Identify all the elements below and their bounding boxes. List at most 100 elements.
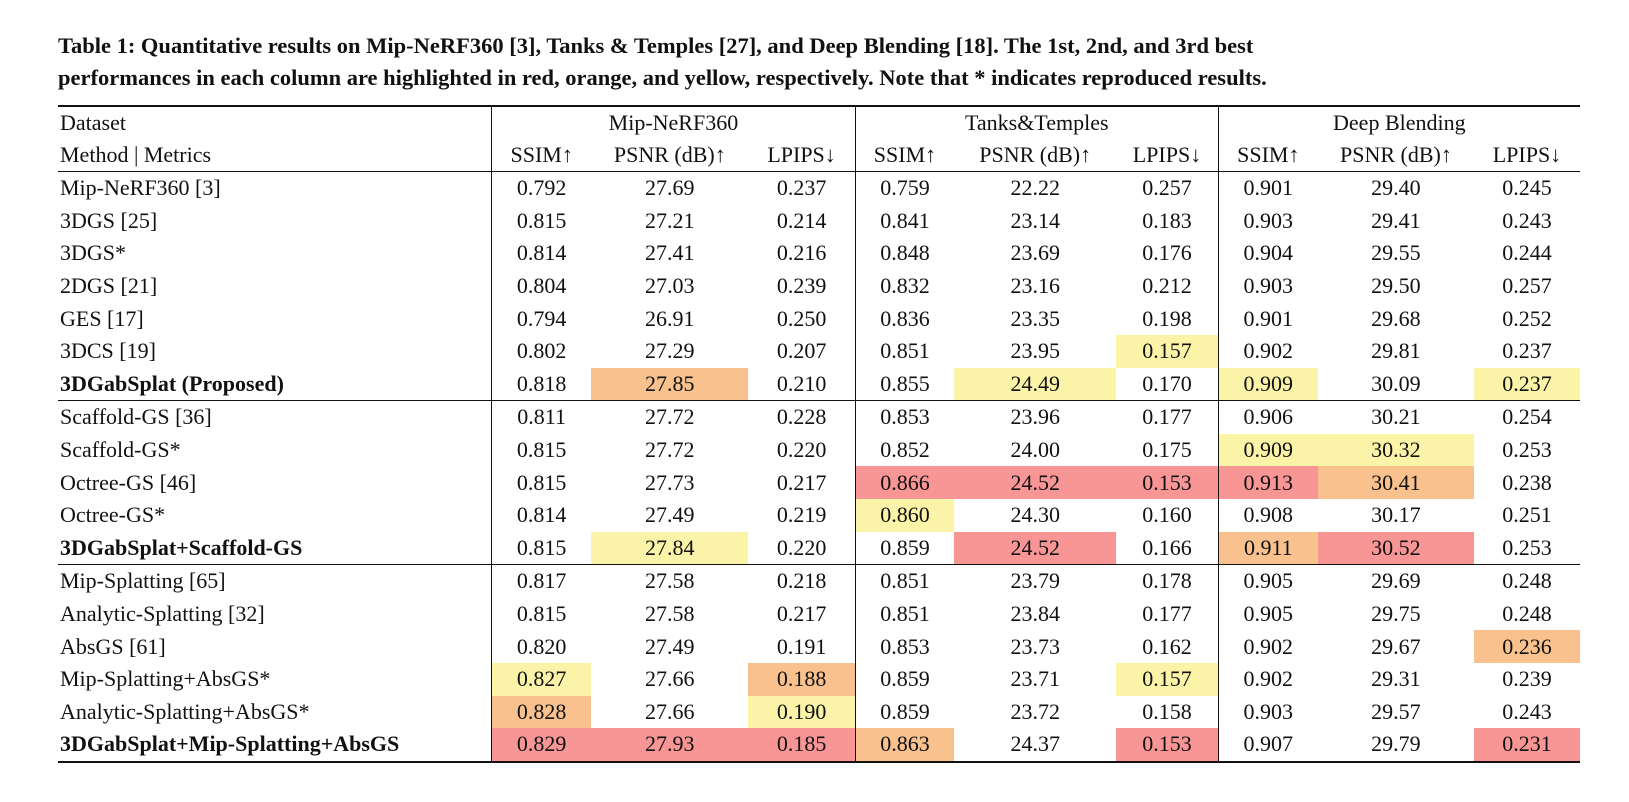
metric-cell: 0.160 (1116, 498, 1219, 532)
metric-cell: 27.29 (645, 338, 695, 364)
metric-cell: 0.903 (1243, 273, 1294, 299)
method-name: 3DCS [19] (58, 334, 492, 368)
metric-cell: 0.902 (1243, 338, 1294, 364)
metric-cell: 29.75 (1371, 601, 1421, 627)
table-row: AbsGS [61] 0.820 27.49 0.191 0.853 23.73 0.162… (58, 630, 1580, 663)
metric-cell: 30.32 (1317, 433, 1474, 467)
metric-cell: 0.863 (855, 728, 955, 762)
metric-cell: 0.175 (1116, 433, 1219, 467)
method-name: 3DGabSplat+Scaffold-GS (58, 531, 492, 566)
metric-cell: 0.853 (880, 633, 930, 659)
metric-cell: 27.72 (645, 437, 695, 463)
metric-cell: 24.37 (1010, 731, 1060, 757)
metric-cell: 0.811 (517, 404, 566, 430)
method-name: Analytic-Splatting [32] (58, 597, 492, 631)
metric-cell: 27.58 (645, 601, 695, 627)
results-table: Dataset Mip-NeRF360 Tanks&Temples Deep B… (58, 105, 1580, 763)
metric-cell: 0.253 (1473, 531, 1580, 566)
metric-cell: 0.908 (1243, 502, 1294, 528)
metric-cell: 0.231 (1473, 728, 1580, 762)
method-name: Octree-GS* (58, 498, 492, 532)
metric-header: LPIPS↓ (1116, 139, 1219, 172)
caption-line-2: performances in each column are highligh… (58, 65, 1267, 90)
table-row: Analytic-Splatting+AbsGS* 0.828 27.66 0.190… (58, 695, 1580, 729)
metric-cell: 27.73 (645, 469, 695, 495)
metric-cell: 0.829 (491, 728, 592, 762)
table-row: 3DGabSplat+Mip-Splatting+AbsGS 0.829 27.93… (58, 728, 1580, 762)
method-name: 3DGabSplat+Mip-Splatting+AbsGS (58, 728, 492, 762)
metric-cell: 0.903 (1243, 698, 1294, 724)
metric-cell: 0.866 (855, 466, 955, 499)
metric-cell: 0.802 (516, 338, 567, 364)
method-name: Mip-Splatting [65] (58, 564, 492, 598)
metric-header: SSIM↑ (491, 139, 592, 172)
metric-cell: 0.855 (855, 367, 955, 402)
metric-cell: 29.55 (1371, 240, 1421, 266)
metric-cell: 0.820 (516, 633, 567, 659)
metric-header: PSNR (dB)↑ (1317, 139, 1474, 172)
method-name: 3DGabSplat (Proposed) (58, 367, 492, 402)
metric-cell: 29.40 (1371, 175, 1421, 201)
metric-cell: 0.907 (1243, 731, 1294, 757)
metric-cell: 0.178 (1116, 564, 1219, 598)
method-name: GES [17] (58, 302, 492, 335)
metric-cell: 0.177 (1116, 400, 1219, 434)
metric-cell: 0.815 (491, 531, 592, 566)
table-row: Mip-Splatting [65] 0.817 27.58 0.218 0.851 23… (58, 564, 1580, 598)
metric-cell: 0.851 (880, 601, 930, 627)
table-row: 2DGS [21] 0.804 27.03 0.239 0.832 23.16 0.212 0… (58, 269, 1580, 303)
metric-cell: 0.237 (748, 171, 856, 205)
method-name: Analytic-Splatting+AbsGS* (58, 695, 492, 729)
metric-cell: 24.52 (954, 531, 1117, 566)
metric-cell: 0.815 (516, 207, 567, 233)
metric-cell: 0.913 (1218, 466, 1318, 499)
dataset-label: Dataset (58, 106, 492, 139)
metric-cell: 27.72 (645, 404, 695, 430)
metric-cell: 29.50 (1371, 273, 1421, 299)
metric-cell: 0.166 (1116, 531, 1219, 566)
metric-cell: 0.814 (516, 240, 567, 266)
table-row: GES [17] 0.794 26.91 0.250 0.836 23.35 0.198 0.… (58, 302, 1580, 335)
metric-cell: 0.244 (1502, 240, 1552, 266)
method-name: Octree-GS [46] (58, 466, 492, 499)
metric-cell: 0.162 (1116, 630, 1219, 663)
metric-cell: 27.03 (645, 273, 695, 299)
metric-cell: 0.217 (748, 597, 856, 631)
metric-cell: 0.248 (1502, 568, 1552, 594)
table-row: Mip-Splatting+AbsGS* 0.827 27.66 0.188 0.859… (58, 662, 1580, 696)
metric-cell: 0.220 (748, 531, 856, 566)
metric-cell: 27.41 (645, 240, 695, 266)
metric-cell: 0.157 (1116, 334, 1219, 368)
metric-cell: 27.58 (645, 568, 695, 594)
metric-cell: 0.901 (1243, 175, 1294, 201)
metric-cell: 0.815 (516, 601, 567, 627)
metric-cell: 26.91 (645, 305, 695, 331)
metric-cell: 23.84 (1010, 601, 1060, 627)
header-row-datasets: Dataset Mip-NeRF360 Tanks&Temples Deep B… (58, 106, 1580, 139)
table-row: 3DGS* 0.814 27.41 0.216 0.848 23.69 0.176 0.904… (58, 237, 1580, 270)
metric-cell: 22.22 (1010, 175, 1060, 201)
metric-cell: 0.158 (1116, 695, 1219, 729)
metric-cell: 0.804 (516, 273, 567, 299)
metric-cell: 24.49 (954, 367, 1117, 402)
metric-cell: 0.905 (1243, 568, 1294, 594)
metric-cell: 0.190 (748, 695, 856, 729)
metric-cell: 0.851 (880, 338, 930, 364)
metric-cell: 0.248 (1502, 601, 1552, 627)
metric-cell: 0.212 (1116, 269, 1219, 303)
metric-cell: 0.183 (1116, 204, 1219, 238)
metric-cell: 27.66 (645, 698, 695, 724)
metric-cell: 0.909 (1218, 433, 1318, 467)
metric-cell: 0.815 (516, 437, 567, 463)
method-name: 3DGS* (58, 237, 492, 270)
metric-cell: 23.96 (1010, 404, 1060, 430)
metric-cell: 0.859 (880, 666, 930, 692)
method-name: Scaffold-GS [36] (58, 400, 492, 434)
metric-cell: 27.93 (591, 728, 749, 762)
metric-cell: 0.239 (1502, 666, 1552, 692)
metric-cell: 0.153 (1116, 466, 1219, 499)
metric-cell: 29.69 (1371, 568, 1421, 594)
table-row: 3DGabSplat+Scaffold-GS 0.815 27.84 0.220 0.8… (58, 531, 1580, 566)
metric-cell: 0.794 (516, 305, 567, 331)
metric-cell: 23.35 (1010, 305, 1060, 331)
